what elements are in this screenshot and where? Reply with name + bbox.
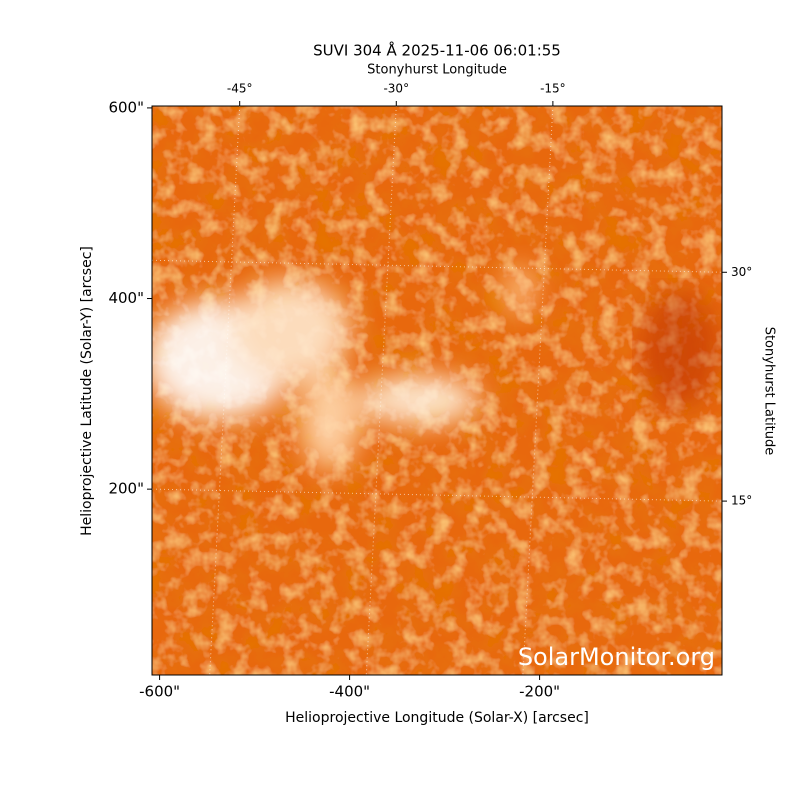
y-tick-label: 600": [108, 98, 144, 116]
y-tick-label: 200": [108, 480, 144, 498]
grid-line: [365, 105, 397, 676]
x-axis-label: Helioprojective Longitude (Solar-X) [arc…: [285, 710, 589, 726]
y-tick-label: 400": [108, 289, 144, 307]
x2-tick-label: -45°: [227, 82, 253, 96]
coordinate-grid: [151, 105, 723, 676]
y-axis-label: Helioprojective Latitude (Solar-Y) [arcs…: [79, 246, 95, 536]
watermark: SolarMonitor.org: [518, 643, 715, 671]
x2-tick-label: -30°: [383, 82, 409, 96]
chart-title: SUVI 304 Å 2025-11-06 06:01:55: [313, 41, 561, 60]
y2-tick-label: 30°: [731, 265, 752, 279]
x2-tick-label: -15°: [540, 82, 566, 96]
x2-axis-label: Stonyhurst Longitude: [367, 63, 507, 78]
grid-line: [522, 105, 554, 676]
x-tick-label: -600": [139, 683, 180, 701]
x-tick-label: -200": [519, 683, 560, 701]
axes-frame: [151, 105, 723, 676]
y2-tick-label: 15°: [731, 494, 752, 508]
y2-axis-label: Stonyhurst Latitude: [762, 327, 777, 456]
solar-image: [152, 106, 722, 675]
grid-line: [209, 105, 241, 676]
x-tick-label: -400": [329, 683, 370, 701]
